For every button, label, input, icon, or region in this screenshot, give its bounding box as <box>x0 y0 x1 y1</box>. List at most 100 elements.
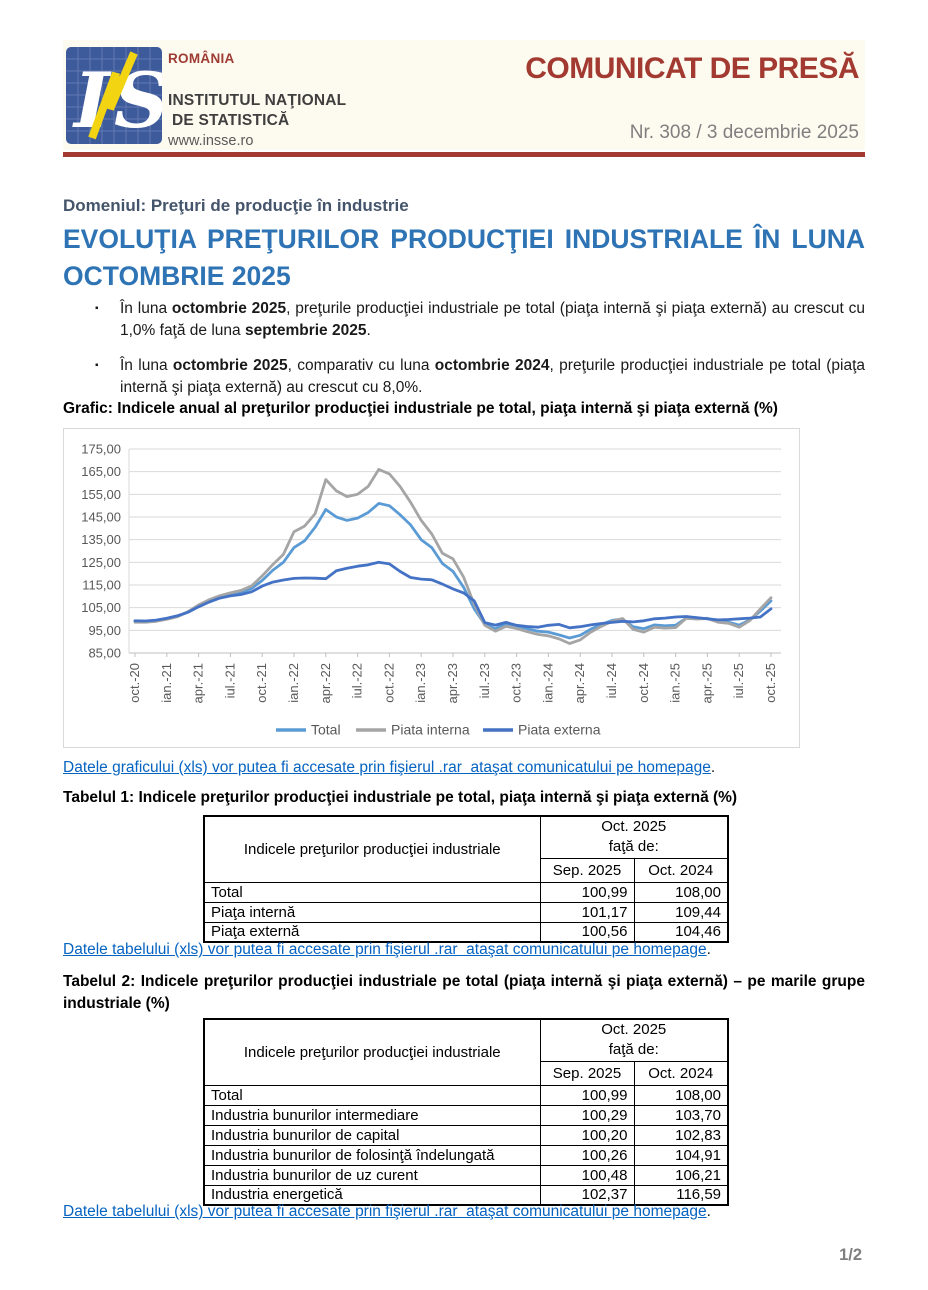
chart-caption: Grafic: Indicele anual al preţurilor pro… <box>63 400 778 417</box>
value-cell: 100,56 <box>539 921 635 943</box>
chart-data-xls-link[interactable]: Datele graficului (xls) vor putea fi acc… <box>63 759 711 776</box>
x-axis-tick-label: oct.-25 <box>763 663 778 703</box>
institute-name-line1: INSTITUTUL NAŢIONAL <box>168 92 347 109</box>
row-label: Industria bunurilor de capital <box>203 1124 541 1146</box>
x-axis-tick-label: ian.-23 <box>413 663 428 703</box>
legend-label: Total <box>311 722 341 738</box>
country-label: ROMÂNIA <box>168 51 235 66</box>
table-row: Industria bunurilor intermediare 100,29 10… <box>203 1104 729 1126</box>
table-header-label: Indicele preţurilor producţiei industria… <box>203 1018 541 1086</box>
x-axis-tick-label: iul.-23 <box>477 663 492 698</box>
table-subheader: Oct. 2024 <box>633 1060 729 1086</box>
bullet-text: În luna octombrie 2025, comparativ cu lu… <box>120 357 866 396</box>
y-axis-tick-label: 175,00 <box>81 442 121 457</box>
page-title: EVOLUŢIA PREŢURILOR PRODUCŢIEI INDUSTRIA… <box>63 224 865 291</box>
logo-lightning-icon <box>88 51 138 140</box>
table-row: Piaţa internă 101,17 109,44 <box>203 901 729 923</box>
value-cell: 104,46 <box>633 921 729 943</box>
bullet-text: În luna octombrie 2025, preţurile produc… <box>120 300 865 339</box>
bullet-item: ▪ În luna octombrie 2025, preţurile produ… <box>95 298 865 342</box>
row-label: Industria bunurilor de folosinţă îndelun… <box>203 1144 541 1166</box>
domain-label: Domeniul: Preţuri de producţie în indust… <box>63 196 409 215</box>
link-suffix: . <box>710 759 716 776</box>
x-axis-tick-label: iul.-21 <box>222 663 237 698</box>
table-subheader: Sep. 2025 <box>539 1060 635 1086</box>
value-cell: 100,99 <box>539 1084 635 1106</box>
value-cell: 100,48 <box>539 1164 635 1186</box>
header: I S ROMÂNIA INSTITUTUL NAŢIONAL DE STATI… <box>63 40 865 150</box>
x-axis-tick-label: oct.-23 <box>509 663 524 703</box>
legend-label: Piata interna <box>391 722 470 738</box>
value-cell: 102,37 <box>539 1184 635 1206</box>
x-axis-tick-label: ian.-21 <box>159 663 174 703</box>
series-line-piata-externa <box>133 560 773 630</box>
value-cell: 100,26 <box>539 1144 635 1166</box>
y-axis-tick-label: 165,00 <box>81 464 121 479</box>
table1-data-xls-link[interactable]: Datele tabelului (xls) vor putea fi acce… <box>63 941 707 958</box>
chart-data-link-line: Datele graficului (xls) vor putea fi acc… <box>63 759 715 777</box>
y-axis-tick-label: 105,00 <box>81 600 121 615</box>
value-cell: 101,17 <box>539 901 635 923</box>
row-label: Piaţa externă <box>203 921 541 943</box>
x-axis-tick-label: apr.-24 <box>572 663 587 703</box>
table2-caption: Tabelul 2: Indicele preţurilor producţie… <box>63 973 865 1012</box>
value-cell: 109,44 <box>633 901 729 923</box>
press-release-title: COMUNICAT DE PRESĂ <box>525 52 859 85</box>
x-axis-tick-label: apr.-23 <box>445 663 460 703</box>
line-chart: 175,00 165,00 155,00 145,00 135,00 125,00 115,… <box>63 428 800 748</box>
value-cell: 100,29 <box>539 1104 635 1126</box>
series-line-piata-interna <box>133 468 773 645</box>
value-cell: 100,99 <box>539 881 635 903</box>
series-line-total <box>133 502 773 640</box>
table2-data-xls-link[interactable]: Datele tabelului (xls) vor putea fi acce… <box>63 1203 707 1220</box>
row-label: Total <box>203 881 541 903</box>
x-axis-tick-label: ian.-24 <box>540 663 555 703</box>
logo-text-block: ROMÂNIA INSTITUTUL NAŢIONAL DE STATISTIC… <box>168 40 498 150</box>
x-axis-tick-label: apr.-25 <box>699 663 714 703</box>
row-label: Piaţa internă <box>203 901 541 923</box>
y-axis-tick-label: 115,00 <box>82 578 121 593</box>
value-cell: 104,91 <box>633 1144 729 1166</box>
header-divider <box>63 152 865 157</box>
x-axis-tick-label: oct.-21 <box>254 663 269 703</box>
summary-bullets: ▪ În luna octombrie 2025, preţurile produ… <box>95 298 865 412</box>
x-axis-tick-label: iul.-25 <box>731 663 746 698</box>
table1: Indicele preţurilor producţiei industria… <box>203 815 729 943</box>
release-number: Nr. 308 / 3 decembrie 2025 <box>629 122 859 143</box>
svg-text:S: S <box>114 56 162 144</box>
header-right-block: COMUNICAT DE PRESĂ Nr. 308 / 3 decembrie… <box>525 52 859 144</box>
x-axis-tick-label: apr.-21 <box>191 663 206 703</box>
bullet-item: ▪ În luna octombrie 2025, comparativ cu l… <box>95 355 865 399</box>
table2: Indicele preţurilor producţiei industria… <box>203 1018 729 1206</box>
table1-data-link-line: Datele tabelului (xls) vor putea fi acce… <box>63 941 711 959</box>
x-axis-tick-label: apr.-22 <box>318 663 333 703</box>
table1-caption: Tabelul 1: Indicele preţurilor producţie… <box>63 789 738 806</box>
legend-label: Piata externa <box>518 722 601 738</box>
x-axis-tick-label: oct.-22 <box>381 663 396 703</box>
table2-data-link-line: Datele tabelului (xls) vor putea fi acce… <box>63 1203 711 1221</box>
bullet-marker-icon: ▪ <box>95 303 99 314</box>
y-axis-tick-label: 95,00 <box>88 623 121 638</box>
value-cell: 108,00 <box>633 881 729 903</box>
bullet-marker-icon: ▪ <box>95 360 99 371</box>
table-row: Industria bunurilor de uz curent 100,48 10… <box>203 1164 729 1186</box>
x-axis-tick-label: iul.-22 <box>350 663 365 698</box>
table-header-group: Oct. 2025 faţă de: <box>539 815 729 859</box>
link-suffix: . <box>706 1203 711 1220</box>
table-row: Industria bunurilor de capital 100,20 102,… <box>203 1124 729 1146</box>
table-header-label: Indicele preţurilor producţiei industria… <box>203 815 541 883</box>
table-row: Piaţa externă 100,56 104,46 <box>203 921 729 943</box>
value-cell: 100,20 <box>539 1124 635 1146</box>
ins-logo: I S <box>66 47 162 144</box>
y-axis-tick-label: 155,00 <box>81 487 121 502</box>
table-subheader: Oct. 2024 <box>633 857 729 883</box>
x-axis-tick-label: oct.-20 <box>127 663 142 703</box>
table-row: Total 100,99 108,00 <box>203 881 729 903</box>
website-url[interactable]: www.insse.ro <box>168 133 254 149</box>
x-axis-tick-label: ian.-25 <box>668 663 683 703</box>
chart-canvas: 175,00 165,00 155,00 145,00 135,00 125,00 115,… <box>81 442 781 738</box>
table-subheader: Sep. 2025 <box>539 857 635 883</box>
row-label: Industria bunurilor de uz curent <box>203 1164 541 1186</box>
row-label: Industria bunurilor intermediare <box>203 1104 541 1126</box>
